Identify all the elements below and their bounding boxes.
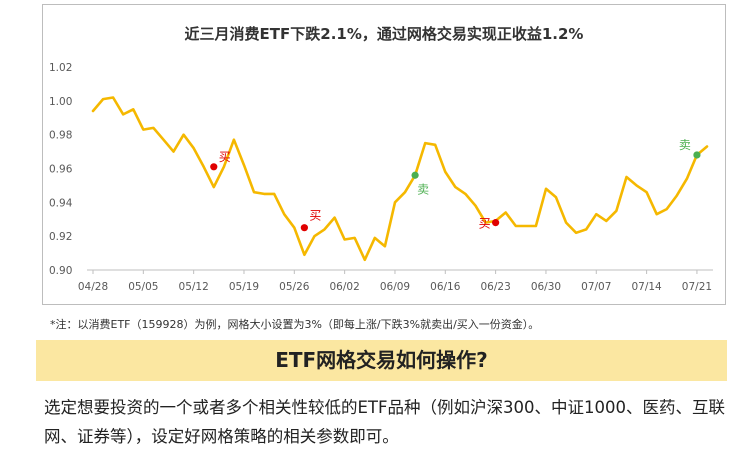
buy-label: 买 [479,217,491,231]
x-tick-label: 07/21 [682,281,712,293]
x-tick-label: 05/26 [279,281,310,293]
x-tick-label: 05/12 [179,281,209,293]
y-tick-label: 0.90 [49,265,72,277]
y-tick-label: 1.02 [49,62,72,74]
trade-marker-point [300,224,308,232]
y-tick-label: 1.00 [49,96,72,108]
trade-marker-point [492,219,500,227]
y-tick-label: 0.94 [49,197,73,209]
x-tick-label: 05/05 [128,281,158,293]
y-tick-label: 0.96 [49,164,73,176]
y-tick-label: 0.98 [49,130,72,142]
buy-label: 买 [219,150,231,164]
x-tick-label: 06/30 [531,281,561,293]
trade-marker-point [210,163,218,171]
x-tick-label: 06/02 [330,281,360,293]
y-tick-label: 0.92 [49,231,72,243]
x-tick-label: 05/19 [229,281,259,293]
sell-label: 卖 [417,182,429,196]
section-heading: ETF网格交易如何操作? [275,348,488,372]
buy-label: 买 [309,209,321,223]
x-tick-label: 04/28 [78,281,108,293]
sell-label: 卖 [679,138,691,152]
x-tick-label: 06/23 [480,281,510,293]
trade-marker-point [411,171,419,179]
chart-title: 近三月消费ETF下跌2.1%，通过网格交易实现正收益1.2% [184,25,584,43]
x-tick-label: 06/09 [380,281,410,293]
footnote: *注：以消费ETF（159928）为例，网格大小设置为3%（即每上涨/下跌3%就… [50,318,540,331]
x-tick-label: 07/14 [631,281,662,293]
line-chart: 0.90 0.92 0.94 0.96 0.98 1.00 1.02 04/28 05/05 05… [49,62,713,293]
series-line [91,96,709,262]
x-tick-label: 07/07 [581,281,611,293]
x-tick-label: 06/16 [430,281,461,293]
trade-marker-point [693,151,701,159]
section-heading-banner: ETF网格交易如何操作? [36,340,727,381]
chart-container: 近三月消费ETF下跌2.1%，通过网格交易实现正收益1.2% 0.90 0.92 0… [42,4,726,305]
description-text: 选定想要投资的一个或者多个相关性较低的ETF品种（例如沪深300、中证1000、… [44,398,725,446]
